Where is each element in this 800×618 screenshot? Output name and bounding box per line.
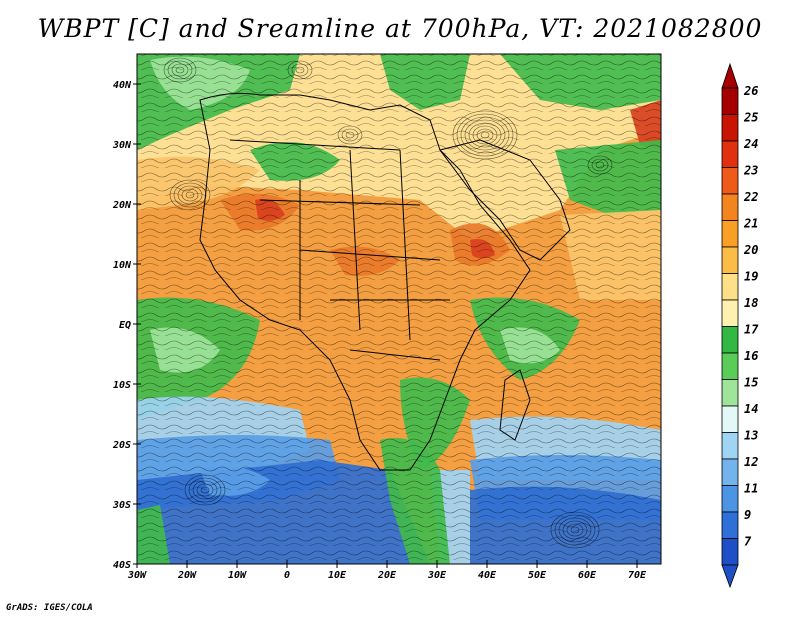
- lon-label: 0: [284, 570, 290, 581]
- colorbar-label: 12: [744, 455, 758, 469]
- colorbar-swatch: [721, 326, 739, 354]
- lat-label: 30S: [112, 500, 131, 511]
- lat-label: 30N: [112, 140, 132, 151]
- colorbar-label: 21: [743, 217, 758, 231]
- colorbar-swatch: [721, 432, 739, 460]
- colorbar-max-arrow: [721, 62, 739, 89]
- latitude-axis: 40N 30N 20N 10N EQ 10S 20S 30S 40S: [112, 80, 141, 571]
- coastline: [229, 139, 450, 361]
- lon-label: 70E: [628, 570, 647, 581]
- colorbar-swatch: [721, 220, 739, 248]
- colorbar-label: 19: [744, 270, 758, 284]
- colorbar-label: 24: [743, 137, 758, 151]
- colorbar-swatch: [721, 246, 739, 274]
- lon-label: 30W: [127, 570, 147, 581]
- colorbar-label: 23: [743, 164, 758, 178]
- colorbar-label: 13: [744, 429, 758, 443]
- colorbar-swatch: [721, 379, 739, 407]
- lat-label: 40N: [113, 80, 132, 91]
- colorbar-swatch: [721, 511, 739, 539]
- lon-label: 60E: [578, 570, 597, 581]
- coastlines-and-borders: [199, 92, 571, 471]
- streamlines: [137, 54, 661, 564]
- colorbar-label: 17: [744, 323, 759, 337]
- lat-label: 20S: [112, 440, 131, 451]
- lat-label: 40S: [113, 560, 131, 571]
- colorbar-swatch: [721, 538, 739, 566]
- colorbar-label: 14: [744, 402, 758, 416]
- lat-label: 20N: [112, 200, 132, 211]
- colorbar-min-arrow: [721, 564, 739, 589]
- colorbar-label: 22: [743, 190, 758, 204]
- colorbar-label: 15: [744, 376, 758, 390]
- lat-label: 10N: [113, 260, 132, 271]
- colorbar-swatch: [721, 140, 739, 168]
- coastline: [439, 139, 571, 261]
- colorbar-label: 9: [744, 508, 751, 522]
- lat-label: EQ: [119, 320, 131, 331]
- colorbar-label: 20: [743, 243, 758, 257]
- colorbar-swatch: [721, 193, 739, 221]
- colorbar-label: 26: [743, 84, 758, 98]
- lon-label: 30E: [427, 570, 447, 581]
- map-field: [137, 54, 661, 564]
- colorbar-swatch: [721, 352, 739, 380]
- colorbar-label: 25: [743, 111, 758, 125]
- lon-label: 10E: [328, 570, 347, 581]
- lon-label: 50E: [528, 570, 547, 581]
- colorbar-swatch: [721, 114, 739, 142]
- colorbar-swatch: [721, 167, 739, 195]
- colorbar-label: 11: [744, 482, 758, 496]
- colorbar-swatch: [721, 485, 739, 513]
- colorbar-label: 7: [744, 535, 752, 549]
- colorbar-swatch: [721, 299, 739, 327]
- grads-credit: GrADS: IGES/COLA: [6, 603, 93, 613]
- colorbar: 26 25 24 23 22 21 20 19 18 17 16 15 14 13 12 11 9 7: [721, 62, 759, 589]
- colorbar-swatch: [721, 458, 739, 486]
- lon-label: 10W: [228, 570, 247, 581]
- map-frame: [136, 53, 662, 565]
- colorbar-swatch: [721, 405, 739, 433]
- colorbar-label: 16: [744, 349, 758, 363]
- coastline: [499, 369, 531, 441]
- chart-title: WBPT [C] and Sreamline at 700hPa, VT: 20…: [37, 14, 763, 43]
- colorbar-swatch: [721, 87, 739, 115]
- colorbar-label: 18: [744, 296, 758, 310]
- lon-label: 20E: [377, 570, 397, 581]
- lon-label: 40E: [478, 570, 497, 581]
- lon-label: 20W: [177, 570, 197, 581]
- coastline: [199, 92, 531, 471]
- colorbar-swatch: [721, 273, 739, 301]
- lat-label: 10S: [113, 380, 131, 391]
- longitude-axis: 30W 20W 10W 0 10E 20E 30E 40E 50E 60E 70E: [127, 560, 647, 581]
